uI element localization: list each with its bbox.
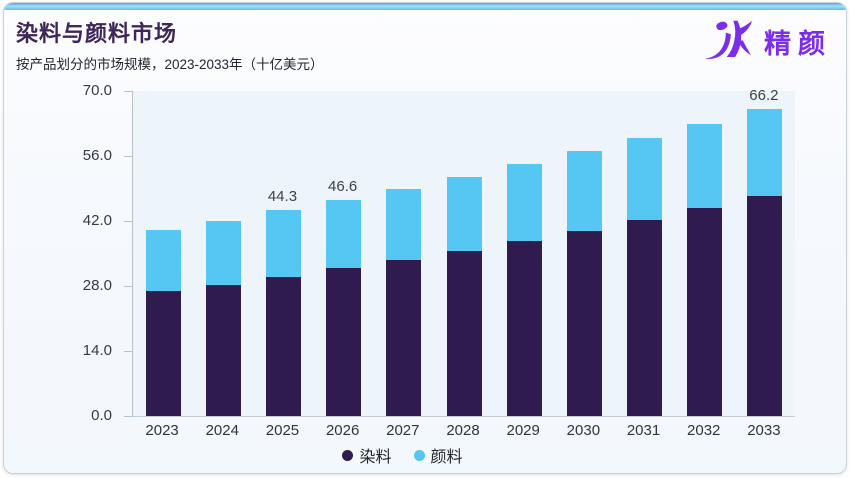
bar-total-label-2025: 44.3	[267, 188, 298, 206]
x-axis-label-2023: 2023	[145, 422, 179, 439]
bar-total-label-2033: 66.2	[749, 86, 779, 104]
y-tick-label: 42.0	[82, 212, 112, 229]
y-tick-mark	[124, 286, 132, 287]
legend-dot-pigment	[413, 449, 425, 461]
bar-2026[interactable]	[326, 199, 362, 416]
bar-segment-pigment-2024[interactable]	[205, 220, 241, 285]
bar-segment-pigment-2033[interactable]	[747, 108, 783, 197]
bar-2025[interactable]	[265, 210, 301, 416]
brand-logo-text: 精颜	[764, 28, 832, 59]
x-axis-label-2029: 2029	[506, 422, 540, 439]
y-tick-label: 28.0	[82, 277, 112, 294]
legend-item-pigment[interactable]: 颜料	[413, 443, 463, 467]
chart-subtitle: 按产品划分的市场规模，2023-2033年（十亿美元）	[16, 57, 324, 72]
bar-segment-pigment-2029[interactable]	[506, 164, 542, 242]
bar-segment-pigment-2026[interactable]	[326, 199, 362, 269]
bar-segment-dye-2033[interactable]	[747, 196, 783, 416]
bar-segment-pigment-2023[interactable]	[145, 229, 181, 291]
bar-2024[interactable]	[205, 220, 241, 416]
chart-card: 0.0 14.0 28.0 42.0 56.0 70.0 2023 2024 2025 2026…	[3, 2, 847, 474]
x-axis-label-2025: 2025	[265, 422, 300, 439]
bar-segment-dye-2030[interactable]	[566, 231, 602, 416]
bar-segment-pigment-2031[interactable]	[627, 137, 663, 221]
bar-segment-dye-2029[interactable]	[506, 241, 542, 416]
bar-segment-pigment-2032[interactable]	[687, 123, 723, 209]
y-tick-mark	[124, 156, 132, 157]
x-axis-label-2031: 2031	[626, 422, 661, 439]
y-tick-mark	[124, 351, 132, 352]
bar-segment-dye-2024[interactable]	[205, 284, 241, 416]
bar-segment-dye-2031[interactable]	[627, 220, 663, 416]
x-axis-label-2024: 2024	[205, 422, 239, 439]
y-tick-mark	[124, 416, 132, 417]
y-tick-mark	[124, 91, 132, 92]
plot-area	[132, 91, 795, 417]
bar-segment-dye-2023[interactable]	[145, 290, 181, 416]
bar-2027[interactable]	[386, 188, 422, 416]
x-axis-label-2028: 2028	[446, 422, 480, 439]
bar-segment-dye-2028[interactable]	[446, 251, 482, 416]
legend-label-pigment: 颜料	[430, 449, 463, 466]
y-tick-label: 70.0	[82, 82, 112, 99]
bar-total-label-2026: 46.6	[328, 177, 358, 195]
bar-segment-dye-2026[interactable]	[326, 268, 362, 416]
bar-2029[interactable]	[506, 164, 542, 416]
bar-2032[interactable]	[687, 123, 723, 416]
y-tick-mark	[124, 221, 132, 222]
x-axis-label-2027: 2027	[386, 422, 420, 439]
bar-2023[interactable]	[145, 229, 181, 416]
bar-2031[interactable]	[627, 137, 663, 416]
bar-segment-pigment-2025[interactable]	[265, 210, 301, 277]
bar-segment-dye-2027[interactable]	[386, 260, 422, 416]
bar-segment-pigment-2028[interactable]	[446, 176, 482, 252]
x-axis-label-2030: 2030	[566, 422, 601, 439]
brand-logo: 精颜	[703, 19, 832, 63]
x-axis-label-2032: 2032	[687, 422, 721, 439]
x-axis-label-2026: 2026	[325, 422, 360, 439]
x-axis-label-2033: 2033	[747, 422, 781, 439]
bar-segment-pigment-2030[interactable]	[566, 151, 602, 232]
bar-segment-pigment-2027[interactable]	[386, 188, 422, 260]
legend-item-dye[interactable]: 染料	[342, 443, 392, 467]
bar-2028[interactable]	[446, 176, 482, 416]
bar-2030[interactable]	[566, 151, 602, 416]
top-accent-bar	[4, 3, 846, 10]
stacked-bar-chart: 0.0 14.0 28.0 42.0 56.0 70.0 2023 2024 2025 2026…	[4, 3, 846, 473]
y-tick-label: 14.0	[82, 342, 112, 359]
bar-segment-dye-2025[interactable]	[265, 276, 301, 416]
page-title: 染料与颜料市场	[16, 21, 178, 46]
chart-legend: 染料 颜料	[4, 443, 846, 467]
bar-2033[interactable]	[747, 108, 783, 416]
legend-dot-dye	[342, 449, 354, 461]
chart-header: 染料与颜料市场 按产品划分的市场规模，2023-2033年（十亿美元）	[16, 16, 324, 73]
bar-segment-dye-2032[interactable]	[687, 208, 723, 416]
y-tick-label: 56.0	[82, 147, 112, 164]
legend-label-dye: 染料	[359, 449, 392, 466]
y-tick-label: 0.0	[91, 407, 112, 424]
brand-logo-icon	[704, 20, 752, 60]
